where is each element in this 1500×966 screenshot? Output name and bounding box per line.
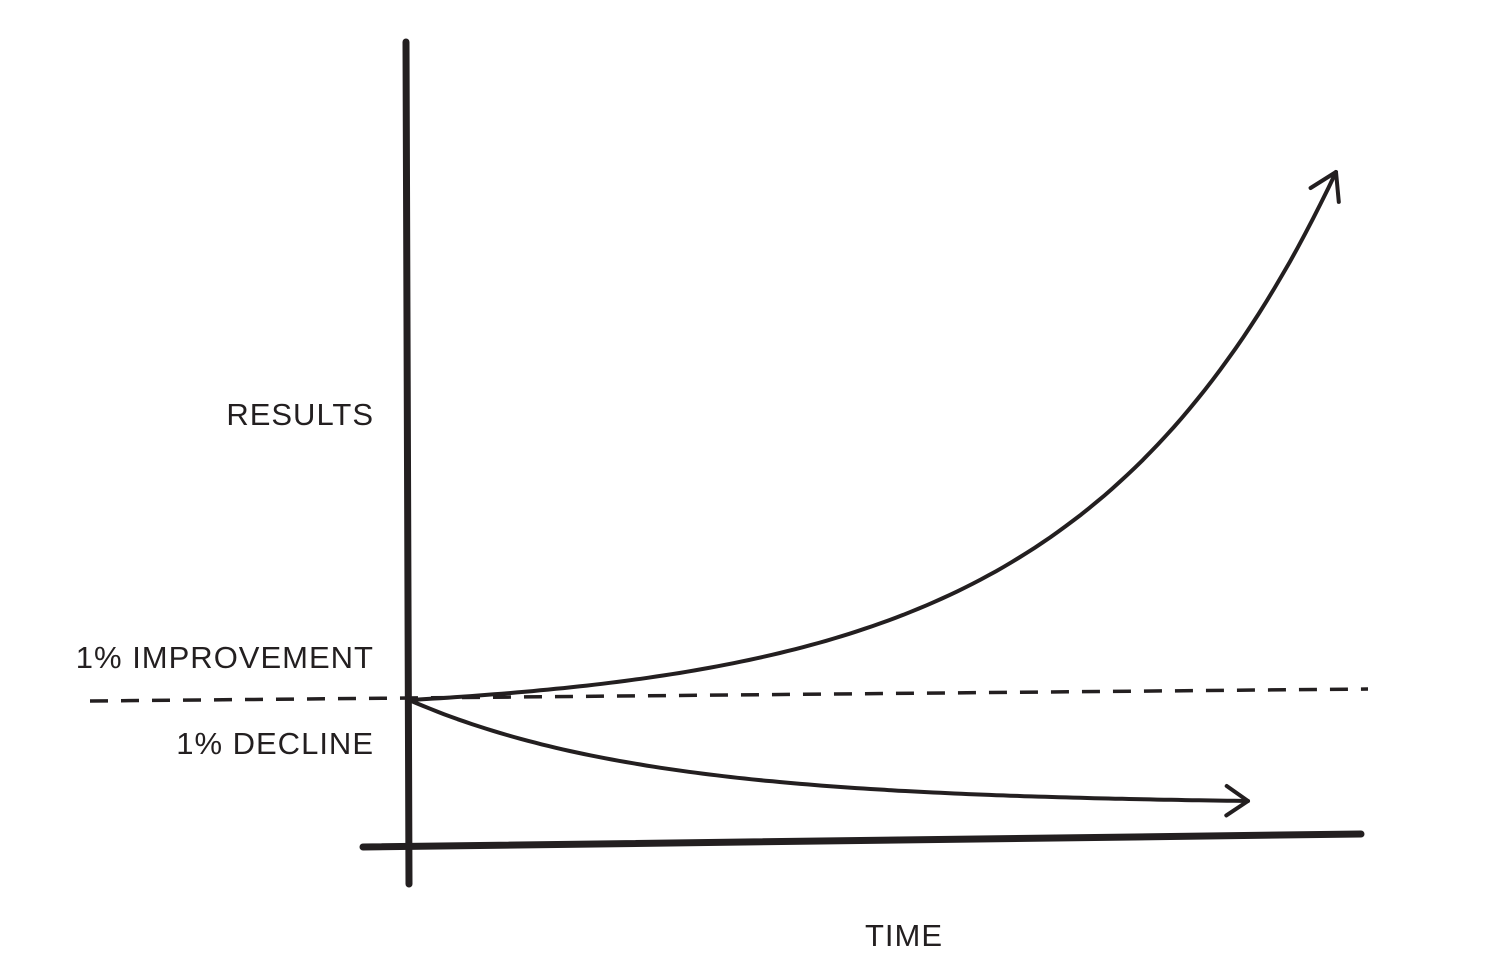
series-label-improvement: 1% IMPROVEMENT [76,640,374,675]
y-axis-label: RESULTS [226,397,374,432]
baseline-dashed [89,687,1369,703]
x-axis-label: TIME [865,918,943,953]
series-label-decline: 1% DECLINE [176,726,374,761]
y-axis [402,38,413,888]
improvement-curve [407,170,1338,702]
decline-arrowhead [1224,784,1250,818]
decline-curve [407,698,1250,803]
improvement-arrowhead [1308,170,1341,204]
x-axis [359,830,1365,851]
